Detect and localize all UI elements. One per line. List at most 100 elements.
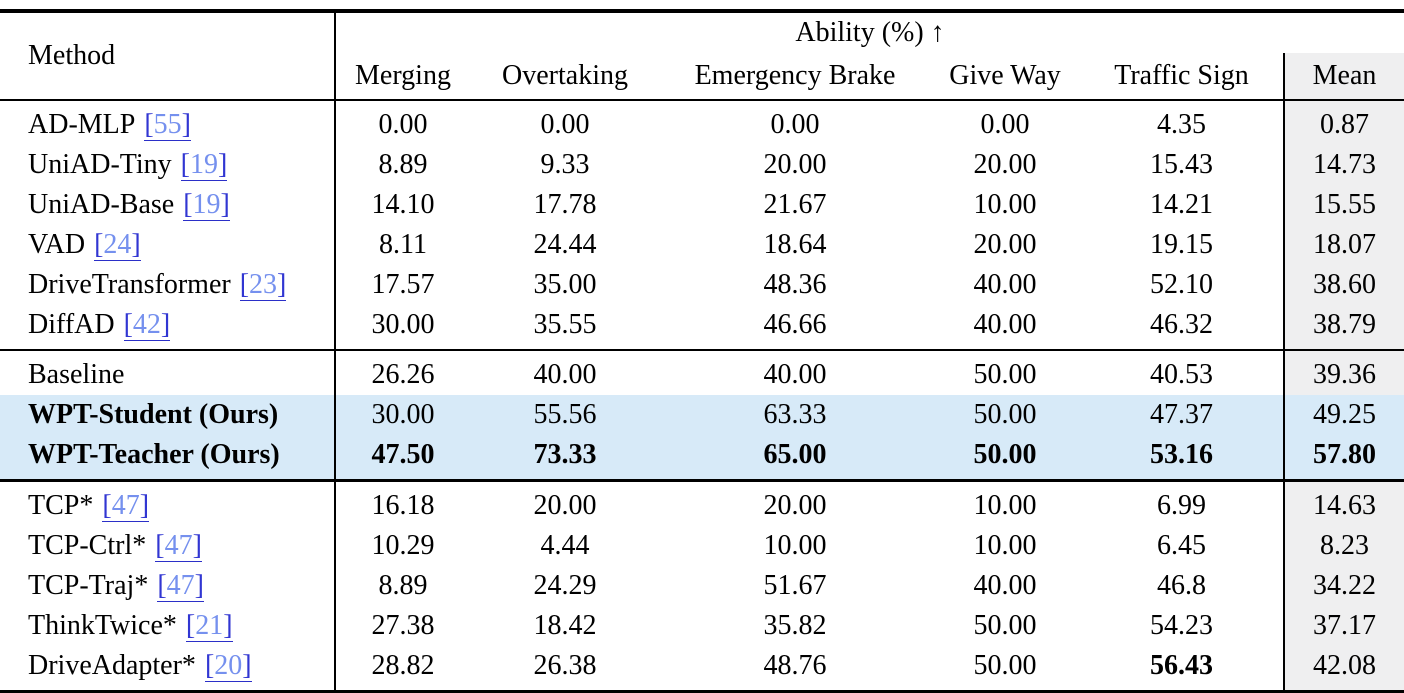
section-expert: TCP* [47] 16.18 20.00 20.00 10.00 6.99 14…	[0, 480, 1404, 692]
value-cell: 10.00	[973, 530, 1037, 561]
value-cell: 24.29	[533, 570, 597, 601]
value-cell: 0.00	[980, 109, 1030, 140]
column-header-emergency-brake: Emergency Brake	[694, 60, 896, 91]
value-cell: 8.89	[378, 149, 428, 180]
method-cell: AD-MLP [55]	[0, 100, 336, 145]
citation-link[interactable]: [42]	[123, 309, 171, 341]
citation-link[interactable]: [19]	[180, 149, 228, 181]
table-header: Method Ability (%) ↑ Merging Overtaking …	[0, 11, 1404, 100]
citation-number: 21	[195, 610, 224, 641]
value-cell: 52.10	[1150, 269, 1213, 300]
table-row: UniAD-Base [19] 14.10 17.78 21.67 10.00 1…	[0, 185, 1404, 225]
mean-cell: 42.08	[1282, 646, 1404, 692]
section-end-to-end: AD-MLP [55] 0.00 0.00 0.00 0.00 4.35 0.87…	[0, 100, 1404, 350]
value-cell: 50.00	[973, 650, 1037, 681]
value-cell: 10.00	[973, 189, 1037, 220]
citation-number: 42	[132, 309, 161, 340]
citation-bracket-open: [	[102, 490, 112, 521]
value-cell: 20.00	[763, 149, 827, 180]
value-cell: 51.67	[763, 570, 827, 601]
value-cell: 19.15	[1150, 229, 1213, 260]
method-cell: ThinkTwice* [21]	[0, 606, 336, 646]
table-row: DriveAdapter* [20] 28.82 26.38 48.76 50.0…	[0, 646, 1404, 692]
column-header-traffic-sign: Traffic Sign	[1114, 60, 1249, 91]
value-cell: 30.00	[371, 309, 435, 340]
table-row: AD-MLP [55] 0.00 0.00 0.00 0.00 4.35 0.87	[0, 100, 1404, 145]
mean-cell: 38.60	[1282, 265, 1404, 305]
method-cell: Baseline	[0, 350, 336, 395]
value-cell: 50.00	[930, 435, 1080, 481]
value-cell: 55.56	[470, 395, 660, 435]
value-cell: 4.35	[1157, 109, 1206, 140]
table-row: TCP-Ctrl* [47] 10.29 4.44 10.00 10.00 6.4…	[0, 526, 1404, 566]
method-cell: UniAD-Base [19]	[0, 185, 336, 225]
citation-link[interactable]: [19]	[183, 189, 230, 221]
mean-cell: 15.55	[1282, 185, 1404, 225]
citation-bracket-close: ]	[160, 309, 171, 340]
value-cell: 17.78	[533, 189, 597, 220]
method-cell: DriveTransformer [23]	[0, 265, 336, 305]
method-name: WPT-Student (Ours)	[28, 399, 279, 430]
value-cell: 40.00	[763, 359, 827, 390]
value-cell: 47.37	[1080, 395, 1284, 435]
value-cell: 46.66	[763, 309, 827, 340]
column-header-give-way: Give Way	[949, 60, 1061, 91]
citation-link[interactable]: [55]	[144, 109, 191, 141]
mean-cell: 39.36	[1282, 350, 1404, 395]
value-cell: 35.82	[763, 610, 827, 641]
citation-bracket-close: ]	[277, 269, 287, 300]
method-name: DriveTransformer	[28, 269, 231, 300]
method-cell: TCP-Ctrl* [47]	[0, 526, 336, 566]
table-row: DriveTransformer [23] 17.57 35.00 48.36 4…	[0, 265, 1404, 305]
citation-bracket-close: ]	[181, 109, 191, 140]
citation-bracket-open: [	[94, 229, 104, 260]
citation-link[interactable]: [20]	[204, 650, 252, 682]
value-cell: 15.43	[1150, 149, 1213, 180]
value-cell: 8.11	[379, 229, 427, 260]
value-cell: 20.00	[763, 490, 827, 521]
citation-number: 24	[103, 229, 132, 260]
table-row: Baseline 26.26 40.00 40.00 50.00 40.53 3…	[0, 350, 1404, 395]
citation-bracket-close: ]	[223, 610, 233, 641]
citation-link[interactable]: [47]	[155, 530, 202, 562]
method-cell: TCP-Traj* [47]	[0, 566, 336, 606]
method-name: DiffAD	[28, 309, 115, 340]
value-cell: 14.21	[1150, 189, 1213, 220]
mean-cell: 18.07	[1282, 225, 1404, 265]
citation-bracket-open: [	[157, 570, 167, 601]
citation-link[interactable]: [21]	[185, 610, 233, 642]
value-cell: 10.00	[973, 490, 1037, 521]
method-name: DriveAdapter*	[28, 650, 196, 681]
table-row: UniAD-Tiny [19] 8.89 9.33 20.00 20.00 15.…	[0, 145, 1404, 185]
value-cell: 63.33	[660, 395, 930, 435]
citation-bracket-open: [	[239, 269, 250, 300]
citation-bracket-close: ]	[139, 490, 150, 521]
value-cell: 40.00	[973, 269, 1037, 300]
value-cell: 27.38	[371, 610, 435, 641]
method-cell: DriveAdapter* [20]	[0, 646, 336, 692]
table-row: DiffAD [42] 30.00 35.55 46.66 40.00 46.32…	[0, 305, 1404, 350]
method-name: UniAD-Tiny	[28, 149, 172, 180]
method-name: TCP-Traj*	[28, 570, 149, 601]
method-cell: VAD [24]	[0, 225, 336, 265]
citation-link[interactable]: [47]	[157, 570, 204, 602]
value-cell: 21.67	[763, 189, 827, 220]
citation-number: 19	[190, 149, 218, 180]
value-cell: 73.33	[470, 435, 660, 481]
method-cell: WPT-Student (Ours)	[0, 395, 336, 435]
value-cell: 18.64	[763, 229, 827, 260]
value-cell: 18.42	[533, 610, 597, 641]
citation-link[interactable]: [47]	[102, 490, 150, 522]
citation-number: 23	[249, 269, 278, 300]
citation-link[interactable]: [24]	[94, 229, 141, 261]
value-cell: 10.29	[371, 530, 435, 561]
value-cell: 26.26	[371, 359, 435, 390]
value-cell: 6.45	[1157, 530, 1206, 561]
value-cell: 24.44	[533, 229, 597, 260]
table-row: WPT-Teacher (Ours) 47.50 73.33 65.00 50.…	[0, 435, 1404, 481]
value-cell: 20.00	[973, 229, 1037, 260]
value-cell: 6.99	[1157, 490, 1206, 521]
value-cell: 47.50	[335, 435, 470, 481]
citation-link[interactable]: [23]	[239, 269, 287, 301]
citation-bracket-open: [	[204, 650, 215, 681]
